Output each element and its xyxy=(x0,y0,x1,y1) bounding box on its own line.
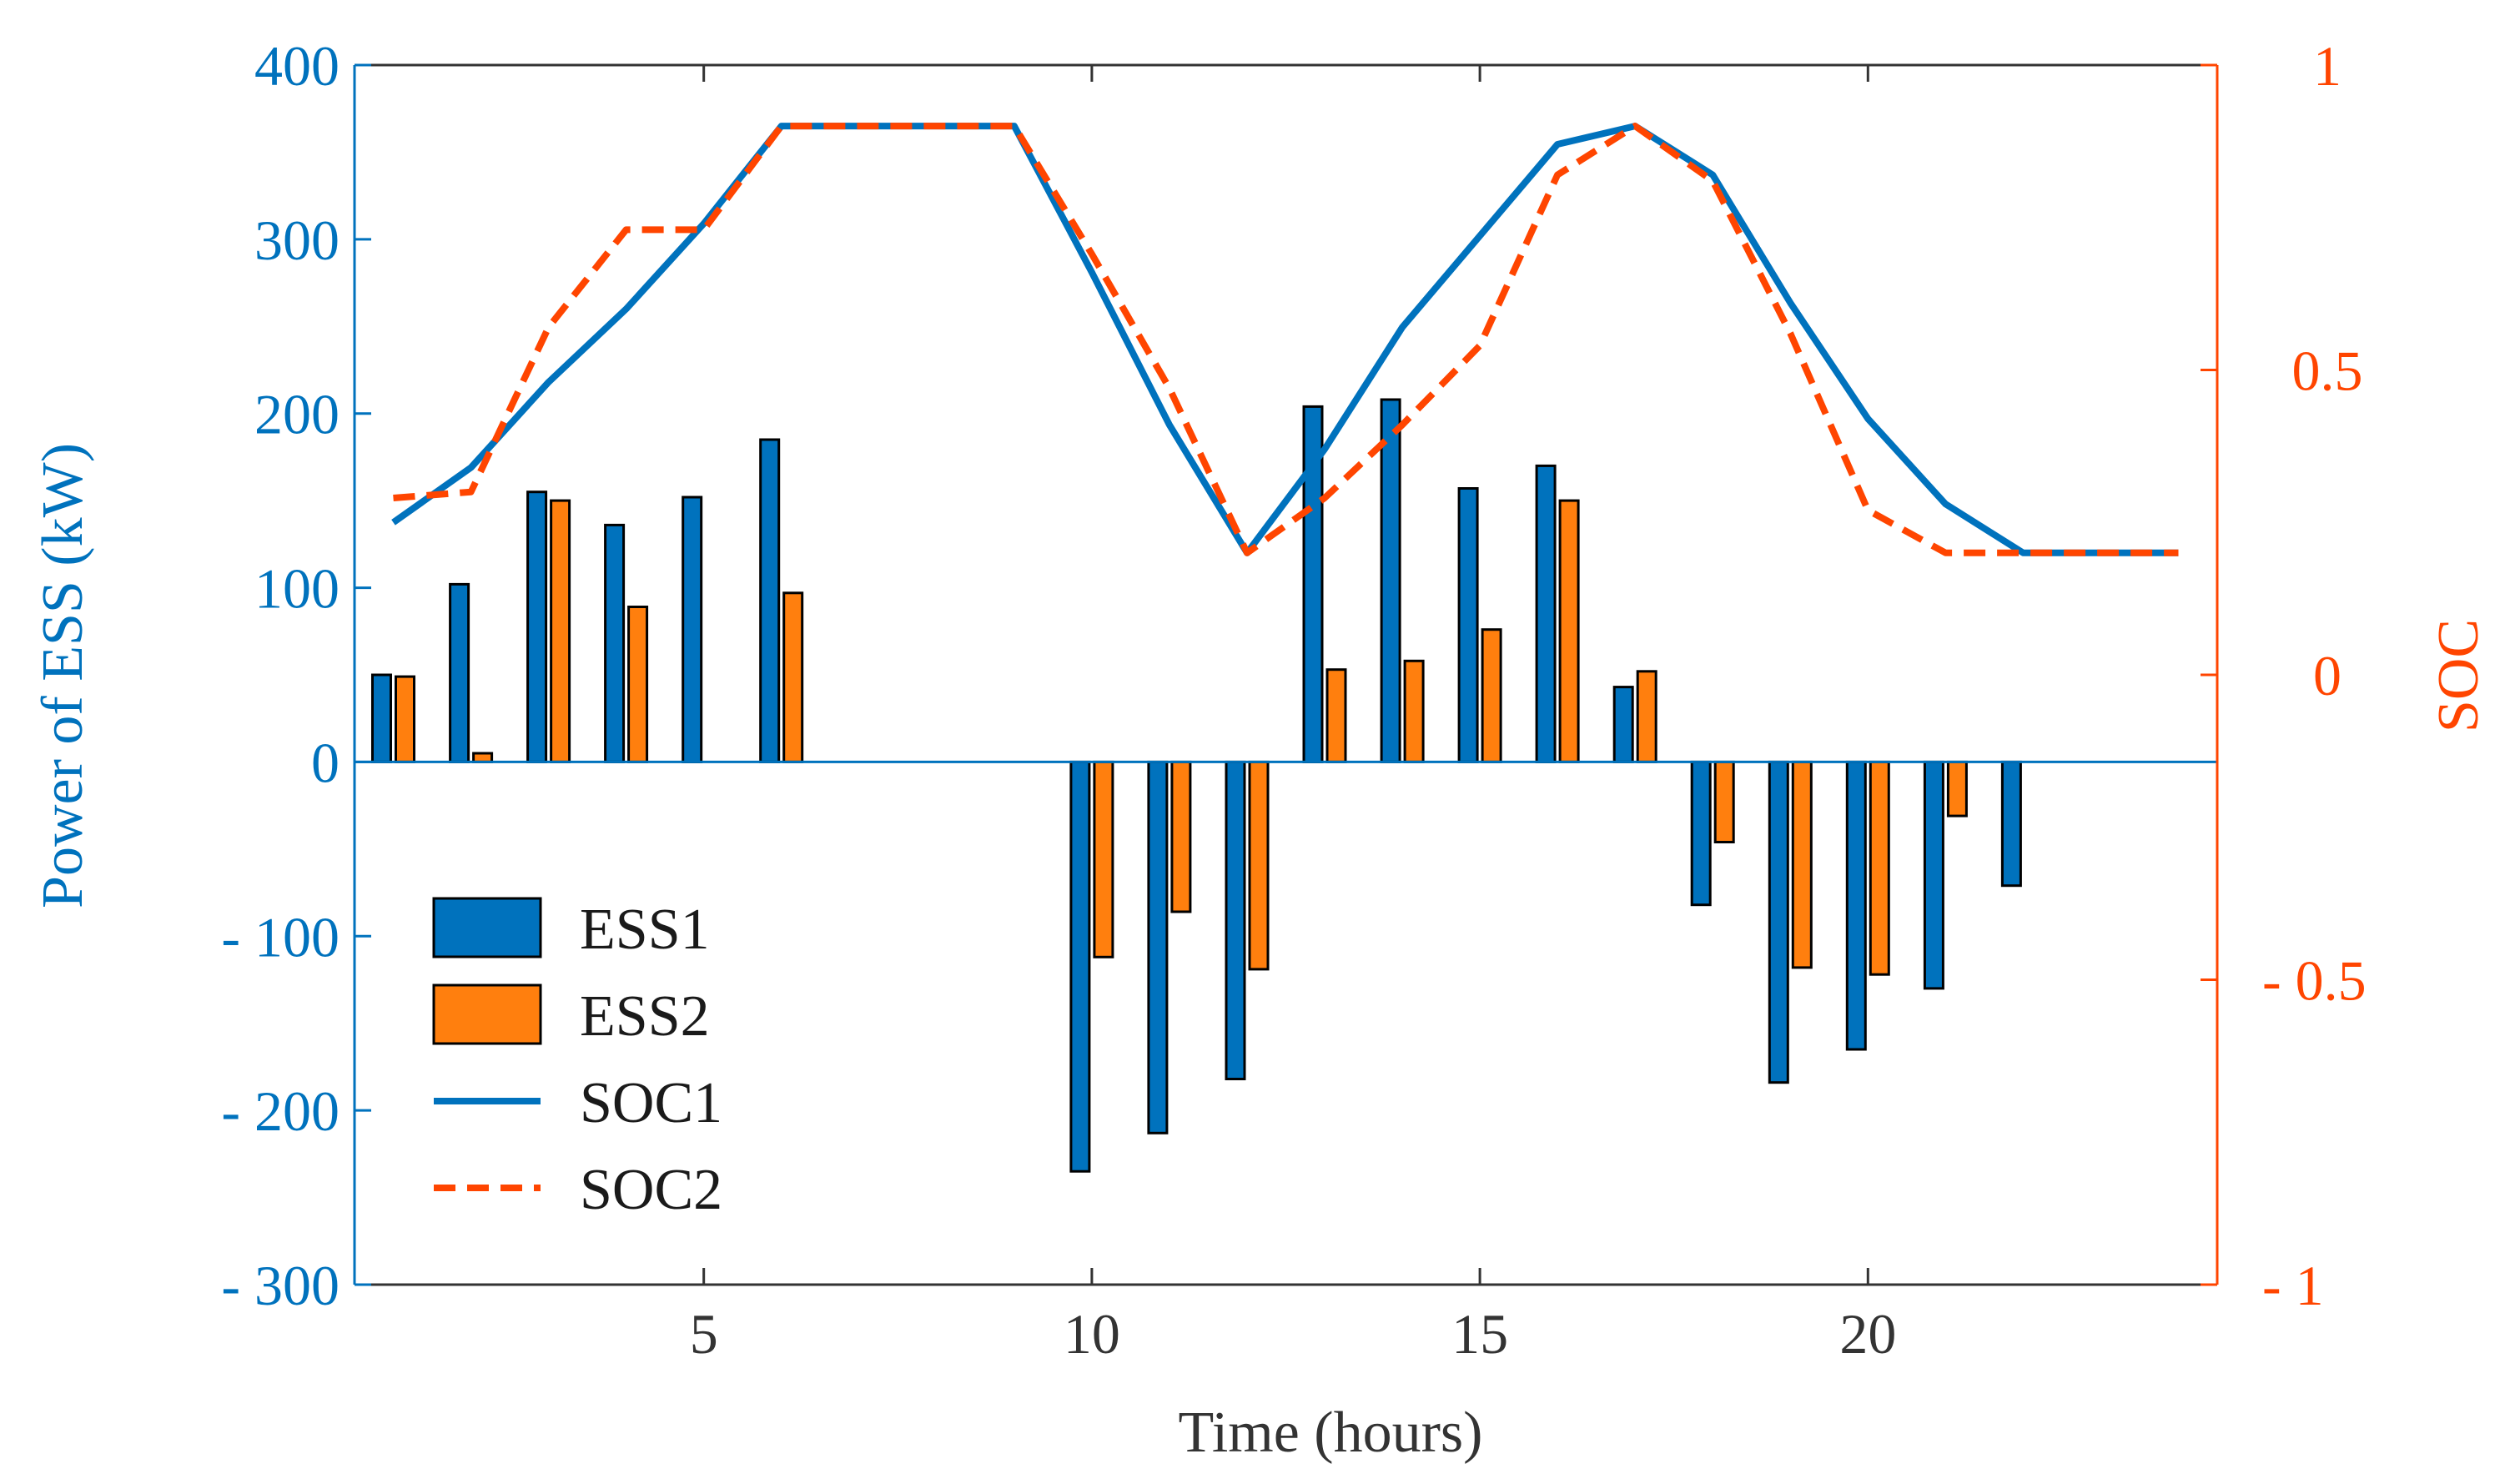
left-tick-label: 400 xyxy=(254,34,340,98)
legend-swatch-ess1 xyxy=(432,897,542,958)
legend: ESS1 ESS2 SOC1 SOC2 xyxy=(432,897,722,1222)
right-tick-label: - 0.5 xyxy=(2262,949,2367,1013)
bar-ess2-hour-17 xyxy=(1636,670,1657,763)
bar-ess2-hour-4 xyxy=(627,606,649,763)
bar-ess1-hour-1 xyxy=(371,673,392,763)
bar-ess2-hour-11 xyxy=(1170,760,1192,913)
bar-ess1-hour-2 xyxy=(449,582,470,763)
bar-ess1-hour-19 xyxy=(1768,760,1789,1084)
left-tick-label: 100 xyxy=(254,557,340,621)
bars-layer xyxy=(355,398,2217,1173)
bar-ess1-hour-12 xyxy=(1225,760,1246,1081)
x-axis-title: Time (hours) xyxy=(1179,1401,1483,1465)
bar-ess1-hour-11 xyxy=(1147,760,1169,1134)
right-tick-label: - 1 xyxy=(2262,1254,2324,1317)
bar-ess2-hour-19 xyxy=(1791,760,1813,969)
right-tick-label: 0.5 xyxy=(2292,340,2363,403)
left-tick-label: 0 xyxy=(311,731,340,794)
left-tick-label: 200 xyxy=(254,383,340,446)
right-axis-title: SOC xyxy=(2427,619,2491,732)
bar-ess1-hour-16 xyxy=(1535,464,1557,764)
bar-ess2-hour-18 xyxy=(1713,760,1735,844)
right-tick-label: 1 xyxy=(2313,34,2341,98)
left-tick-label: - 200 xyxy=(221,1079,340,1143)
bar-ess2-hour-16 xyxy=(1558,499,1580,763)
legend-label-soc1: SOC1 xyxy=(580,1071,722,1135)
bar-ess1-hour-22 xyxy=(2000,760,2022,888)
bar-ess2-hour-3 xyxy=(550,499,571,763)
bar-ess1-hour-15 xyxy=(1457,487,1479,763)
x-tick-label: 10 xyxy=(1064,1302,1120,1366)
bar-ess1-hour-10 xyxy=(1069,760,1091,1173)
bar-ess2-hour-13 xyxy=(1325,668,1347,763)
bar-ess1-hour-18 xyxy=(1690,760,1712,907)
bar-ess2-hour-15 xyxy=(1481,628,1502,763)
bar-ess2-hour-6 xyxy=(782,591,804,763)
bar-ess1-hour-6 xyxy=(759,438,781,763)
left-axis-title: Power of ESS (kW) xyxy=(31,443,95,908)
bar-ess1-hour-5 xyxy=(682,496,703,763)
bar-ess2-hour-10 xyxy=(1093,760,1114,958)
legend-label-ess2: ESS2 xyxy=(580,984,710,1049)
bar-ess1-hour-21 xyxy=(1923,760,1944,990)
soc-lines-layer xyxy=(391,123,2179,556)
bar-ess2-hour-12 xyxy=(1248,760,1270,971)
bar-ess2-hour-20 xyxy=(1869,760,1890,976)
bar-ess1-hour-17 xyxy=(1612,686,1634,763)
bar-ess1-hour-3 xyxy=(526,490,548,763)
x-tick-label: 15 xyxy=(1451,1302,1508,1366)
left-tick-label: - 100 xyxy=(221,905,340,968)
bar-ess1-hour-4 xyxy=(604,523,626,763)
left-tick-label: - 300 xyxy=(221,1254,340,1317)
bar-ess2-hour-14 xyxy=(1403,659,1425,763)
bar-ess1-hour-20 xyxy=(1845,760,1867,1051)
line-soc1 xyxy=(391,123,2179,556)
legend-label-soc2: SOC2 xyxy=(580,1158,722,1222)
x-tick-label: 5 xyxy=(690,1302,718,1366)
bar-ess2-hour-21 xyxy=(1946,760,1968,817)
line-soc2 xyxy=(393,123,2179,556)
bar-ess1-hour-14 xyxy=(1380,398,1401,763)
x-tick-label: 20 xyxy=(1839,1302,1896,1366)
legend-label-ess1: ESS1 xyxy=(580,898,710,962)
legend-swatch-ess2 xyxy=(432,983,542,1045)
bar-ess2-hour-1 xyxy=(395,675,415,763)
axes-layer: 400 300 200 100 0 - 100 - 200 - 300 1 0.5 0 - 0.5 - … xyxy=(221,34,2366,1366)
right-tick-label: 0 xyxy=(2313,644,2341,707)
bar-ess2-hour-2 xyxy=(472,752,494,763)
left-tick-label: 300 xyxy=(254,209,340,272)
